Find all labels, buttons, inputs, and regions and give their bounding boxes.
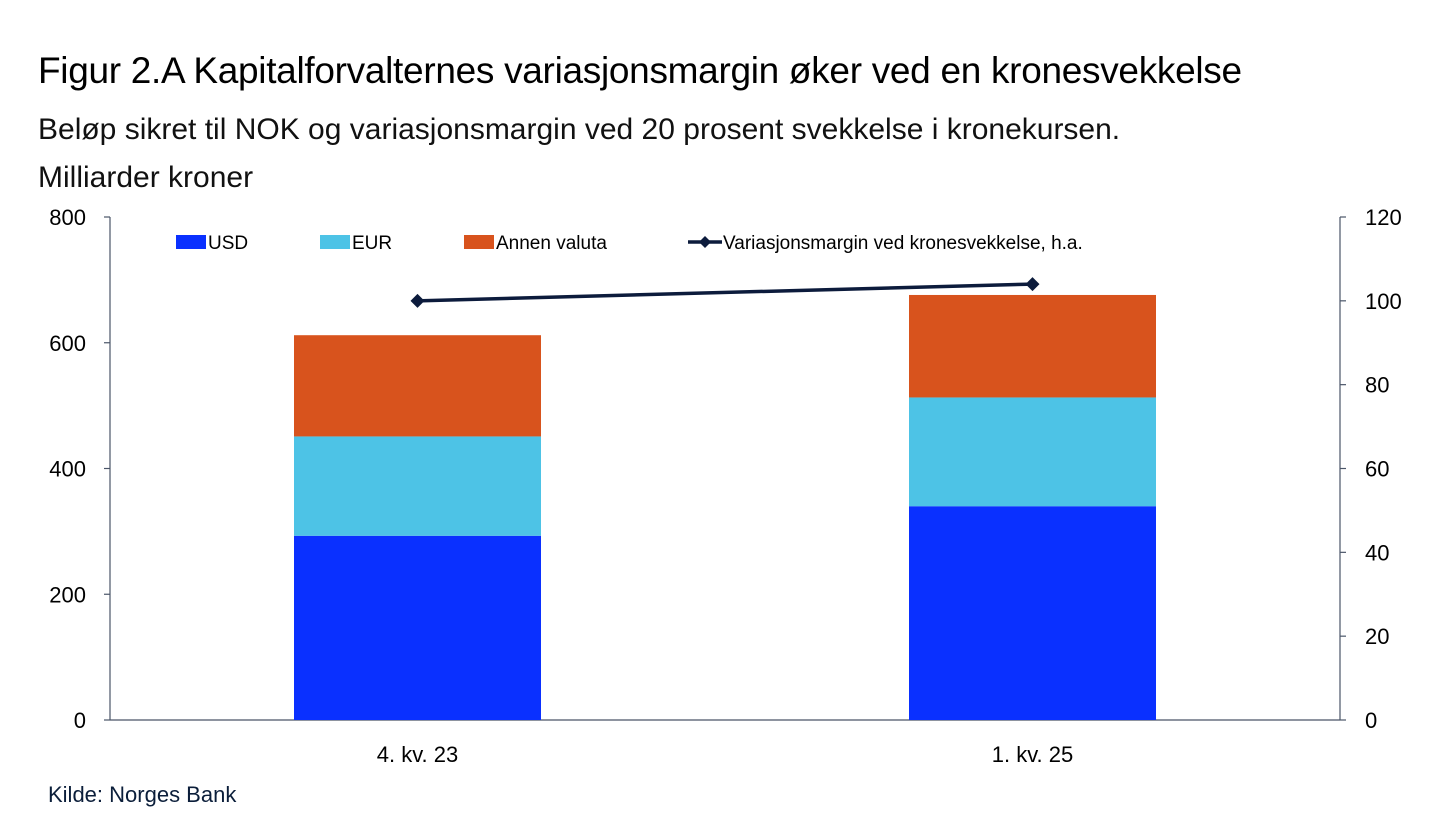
chart-title: Figur 2.A Kapitalforvalternes variasjons… bbox=[38, 50, 1242, 91]
line-marker-2 bbox=[1025, 277, 1040, 292]
right-tick-label: 40 bbox=[1365, 540, 1389, 565]
left-tick-label: 400 bbox=[49, 457, 86, 482]
subtitle-line-1: Beløp sikret til NOK og variasjonsmargin… bbox=[38, 113, 1121, 146]
left-tick-label: 800 bbox=[49, 205, 86, 230]
left-tick-label: 0 bbox=[74, 708, 86, 733]
right-tick-label: 20 bbox=[1365, 624, 1389, 649]
bar-usd-1 bbox=[294, 535, 541, 720]
legend-label: Variasjonsmargin ved kronesvekkelse, h.a… bbox=[723, 233, 1083, 254]
bar-annen-valuta-1 bbox=[294, 335, 541, 437]
bar-annen-valuta-2 bbox=[909, 294, 1156, 398]
chart-subtitle: Beløp sikret til NOK og variasjonsmargin… bbox=[38, 106, 1120, 202]
left-tick-label: 200 bbox=[49, 582, 86, 607]
legend-label: Annen valuta bbox=[496, 233, 607, 254]
right-tick-label: 100 bbox=[1365, 289, 1402, 314]
legend-line-marker bbox=[699, 236, 711, 248]
subtitle-line-2: Milliarder kroner bbox=[38, 161, 254, 194]
right-tick-label: 80 bbox=[1365, 373, 1389, 398]
legend-label: USD bbox=[208, 233, 248, 254]
line-variasjonsmargin bbox=[417, 282, 1033, 303]
x-tick-label: 1. kv. 25 bbox=[992, 742, 1074, 767]
line-marker-1 bbox=[410, 293, 425, 308]
right-tick-label: 120 bbox=[1365, 205, 1402, 230]
right-tick-label: 60 bbox=[1365, 457, 1389, 482]
right-tick-label: 0 bbox=[1365, 708, 1377, 733]
legend-swatch-annen-valuta bbox=[464, 235, 494, 249]
bar-eur-2 bbox=[909, 397, 1156, 507]
left-tick-label: 600 bbox=[49, 331, 86, 356]
x-tick-label: 4. kv. 23 bbox=[377, 742, 459, 767]
legend-label: EUR bbox=[352, 233, 392, 254]
legend-swatch-eur bbox=[320, 235, 350, 249]
bar-eur-1 bbox=[294, 436, 541, 536]
source-note: Kilde: Norges Bank bbox=[48, 782, 237, 807]
bar-usd-2 bbox=[909, 506, 1156, 720]
legend-swatch-usd bbox=[176, 235, 206, 249]
